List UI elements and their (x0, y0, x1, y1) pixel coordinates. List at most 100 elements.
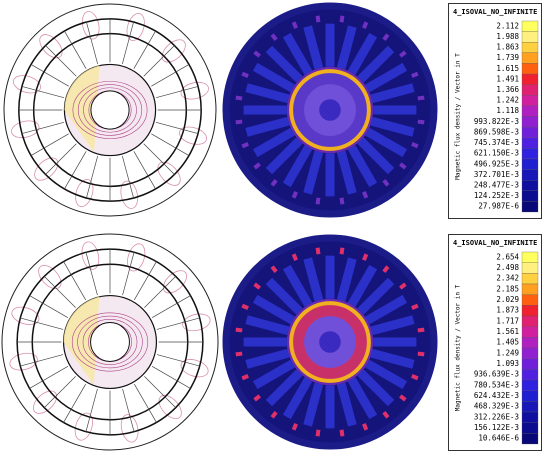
tooth-line (86, 21, 98, 65)
flux-loop (161, 39, 186, 63)
tooth (347, 145, 378, 188)
slot-hotspot (362, 423, 369, 431)
slot-hotspot (417, 95, 425, 101)
flux-loop (75, 179, 94, 208)
slot-hotspot (399, 162, 407, 170)
slot-hotspot (411, 374, 419, 381)
tooth (357, 369, 395, 407)
legend-value: 1.093 (496, 359, 519, 368)
slot-hotspot (291, 191, 298, 199)
flux-loop (127, 243, 146, 272)
tooth (303, 25, 324, 70)
tooth (282, 32, 313, 75)
tooth (365, 62, 408, 93)
slot-hotspot (339, 247, 345, 255)
rotor-hotspot (63, 296, 100, 386)
slot-hotspot (253, 282, 261, 290)
legend-value: 27.987E-6 (478, 202, 519, 211)
tooth-line (29, 365, 69, 389)
legend-value: 1.873 (496, 306, 519, 315)
tooth (370, 348, 415, 369)
flux-loop (11, 120, 40, 139)
legend-swatch (521, 401, 539, 413)
slot-hotspot (270, 179, 278, 187)
legend-value: 1.249 (496, 348, 519, 357)
slot-hotspot (362, 253, 369, 261)
tooth (365, 359, 408, 390)
legend-value: 993.822E-3 (474, 117, 519, 126)
tooth-line (133, 151, 156, 190)
legend-swatch (521, 158, 539, 170)
tooth (265, 45, 303, 83)
slot-hotspot (382, 265, 390, 273)
shaft (319, 99, 341, 121)
legend-value: 621.150E-3 (474, 149, 519, 158)
tooth (365, 294, 408, 325)
slot-hotspot (399, 394, 407, 402)
tooth (347, 32, 378, 75)
shaft (90, 322, 130, 362)
tooth (357, 45, 395, 83)
legend-value: 248.477E-3 (474, 180, 519, 189)
tooth-line (85, 388, 98, 432)
tooth-line (122, 21, 134, 65)
tooth-line (143, 143, 175, 175)
tooth (370, 116, 415, 137)
contour-line (83, 87, 137, 133)
legend-title: 4_ISOVAL_NO_INFINITE (453, 8, 537, 16)
slot-hotspot (253, 394, 261, 402)
slot-hotspot (235, 95, 243, 101)
tooth-line (63, 261, 87, 301)
legend-value: 1.615 (496, 64, 519, 73)
tooth (252, 62, 295, 93)
legend-swatch (521, 190, 539, 202)
slot-hotspot (235, 119, 243, 125)
slot-hotspot (417, 327, 425, 333)
tooth-line (30, 64, 69, 87)
tooth-line (122, 155, 134, 199)
legend-swatch (521, 262, 539, 274)
tooth-line (64, 151, 87, 190)
slot-hotspot (235, 327, 243, 333)
legend-swatch (521, 422, 539, 434)
flux-loop (180, 359, 209, 378)
flux-loop (162, 270, 187, 294)
slot-hotspot (270, 411, 278, 419)
contour-line (82, 319, 138, 365)
slot-hotspot (315, 429, 321, 437)
tooth-line (133, 261, 157, 301)
slot-hotspot (382, 179, 390, 187)
flux-loop (126, 12, 145, 41)
flux-loop (81, 241, 100, 270)
legend-value: 624.432E-3 (474, 391, 519, 400)
slot-hotspot (253, 50, 261, 58)
legend-axis-label: Magnetic flux density / Vector in T (455, 53, 462, 180)
tooth (347, 264, 378, 307)
legend-value: 10.646E-6 (478, 434, 519, 443)
flux-loop (81, 11, 100, 40)
tooth (252, 127, 295, 158)
tooth-line (29, 295, 69, 319)
tooth-line (143, 45, 175, 77)
legend-value: 1.863 (496, 43, 519, 52)
tooth-line (155, 122, 199, 134)
legend-value: 2.029 (496, 295, 519, 304)
slot-hotspot (411, 142, 419, 149)
legend-swatch (521, 337, 539, 349)
legend-swatch (521, 105, 539, 117)
flux-loop (157, 161, 181, 186)
legend-swatch (521, 411, 539, 423)
slot-hotspot (339, 429, 345, 437)
slot-hotspot (315, 197, 321, 205)
slot-hotspot (339, 197, 345, 205)
legend-swatch (521, 95, 539, 107)
tooth (245, 116, 290, 137)
tooth-line (86, 155, 98, 199)
legend-value: 1.405 (496, 338, 519, 347)
tooth-line (151, 64, 190, 87)
legend-axis-label: Magnetic flux density / Vector in T (455, 284, 462, 411)
tooth-line (44, 276, 76, 308)
flux-loop (179, 126, 208, 145)
tooth-line (20, 354, 64, 367)
tooth-line (144, 276, 176, 308)
